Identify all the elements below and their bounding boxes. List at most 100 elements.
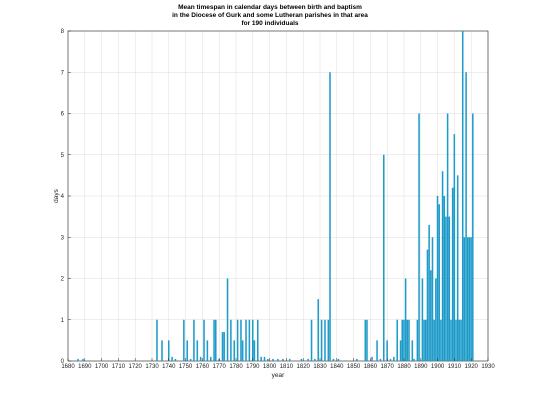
bar [403, 319, 405, 361]
bar [329, 72, 331, 361]
bar [396, 319, 398, 361]
bar [461, 31, 464, 361]
x-tick-label: 1930 [481, 364, 495, 370]
bar [332, 358, 335, 361]
bar [440, 319, 442, 361]
bar [248, 319, 251, 361]
bar [240, 319, 242, 361]
bar [327, 319, 330, 361]
bar [418, 113, 420, 361]
bar [435, 278, 437, 361]
x-tick-label: 1870 [381, 364, 395, 370]
bar [463, 237, 466, 361]
bar [468, 237, 471, 361]
bar [213, 319, 215, 361]
bar [206, 340, 209, 361]
bar [277, 358, 279, 361]
bar [241, 340, 244, 361]
chart-title-line-3: for 190 individuals [241, 20, 298, 27]
bar [324, 319, 326, 361]
bar [310, 319, 313, 361]
bar [288, 358, 291, 361]
bar [161, 340, 163, 361]
bar [77, 358, 79, 361]
bar [314, 358, 316, 361]
bar [263, 356, 266, 361]
x-tick-label: 1850 [347, 364, 361, 370]
bar [199, 356, 202, 361]
bar [465, 72, 467, 361]
bar [223, 332, 225, 361]
bar [307, 358, 309, 361]
y-tick-label: 0 [61, 359, 65, 365]
bar [376, 340, 378, 361]
bar [399, 340, 402, 361]
x-tick-label: 1840 [330, 364, 344, 370]
x-tick-label: 1690 [78, 364, 92, 370]
x-axis-label: year [272, 372, 285, 379]
y-tick-label: 8 [61, 29, 65, 35]
bar [389, 358, 392, 361]
bar [383, 154, 385, 361]
bar [425, 319, 427, 361]
x-tick-label: 1730 [145, 364, 159, 370]
x-tick-label: 1740 [162, 364, 176, 370]
x-tick-label: 1750 [179, 364, 193, 370]
bar [226, 278, 229, 361]
bar [167, 340, 170, 361]
bar [433, 319, 435, 361]
bar [460, 319, 462, 361]
x-tick-label: 1900 [431, 364, 445, 370]
bar [445, 216, 447, 361]
bar [260, 356, 262, 361]
bar [413, 358, 415, 361]
x-tick-label: 1830 [313, 364, 327, 370]
bar [438, 204, 440, 361]
bar [251, 319, 254, 361]
y-tick-label: 5 [61, 153, 65, 159]
bar [428, 224, 430, 361]
x-tick-label: 1880 [397, 364, 411, 370]
y-axis-label: days [53, 188, 60, 202]
x-tick-label: 1760 [196, 364, 210, 370]
bar [450, 319, 452, 361]
x-tick-label: 1920 [465, 364, 479, 370]
bar [171, 356, 173, 361]
y-tick-label: 6 [61, 112, 65, 118]
y-tick-label: 1 [61, 318, 65, 324]
bar [453, 134, 456, 361]
y-tick-label: 3 [61, 235, 65, 241]
bar [393, 356, 395, 361]
bar [386, 340, 388, 361]
bar [401, 319, 404, 361]
bar [320, 319, 323, 361]
x-tick-label: 1710 [112, 364, 126, 370]
x-tick-label: 1910 [448, 364, 462, 370]
bar [455, 319, 457, 361]
bar [446, 113, 449, 361]
bar [406, 319, 409, 361]
bar [421, 278, 424, 361]
bar [193, 319, 195, 361]
bar [156, 319, 158, 361]
x-tick-label: 1770 [213, 364, 227, 370]
bar [411, 340, 414, 361]
bar [416, 319, 419, 361]
x-tick-label: 1700 [95, 364, 109, 370]
bar [408, 319, 410, 361]
bar [82, 358, 84, 361]
bar [253, 340, 256, 361]
bar [221, 332, 224, 361]
bar [209, 356, 212, 361]
bar [215, 319, 217, 361]
bar [467, 237, 469, 361]
x-tick-label: 1810 [280, 364, 294, 370]
x-tick-label: 1680 [61, 364, 75, 370]
x-tick-label: 1790 [246, 364, 260, 370]
bar [282, 358, 284, 361]
bar [441, 171, 444, 361]
bar-series [77, 31, 474, 361]
bar [366, 319, 368, 361]
bar [245, 319, 247, 361]
